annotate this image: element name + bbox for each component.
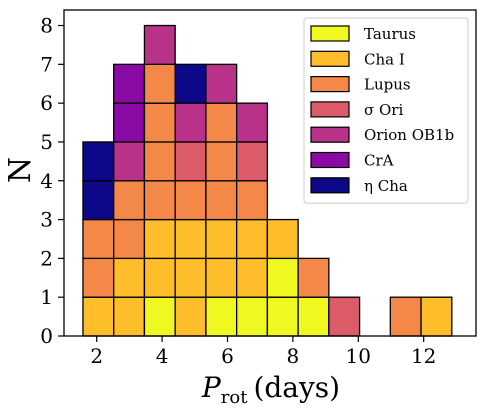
bar-segment-σ-ori-bin8 [328,296,361,337]
bar-segment-cha-i-bin1 [113,257,146,298]
bar-segment-cha-i-bin11 [420,296,453,337]
y-axis-label: N [3,157,38,183]
bar-segment-lupus-bin1 [113,218,146,260]
bar-segment-cha-i-bin2 [143,257,176,298]
bar-segment-taurus-bin6 [266,296,299,337]
legend: Taurus Cha I Lupus σ Ori Orion OB1b CrA η Cha [303,17,469,204]
bar-segment-cha-i-bin3 [174,257,207,298]
bar-segment-cha-i-bin2 [143,218,176,260]
bar-segment-cha-i-bin1 [113,296,146,337]
bar-segment-cha-i-bin4 [205,218,238,260]
x-tick-label: 2 [90,344,103,368]
bar-segment-taurus-bin2 [143,296,176,337]
bar-segment-cra-bin1 [113,102,146,143]
bar-segment-lupus-bin7 [297,257,330,298]
bar-segment-lupus-bin2 [143,180,176,221]
x-axis-label-main: P [201,371,222,404]
bar-segment-lupus-bin0 [82,257,115,298]
legend-label: Lupus [364,76,411,94]
y-tick-label: 8 [40,14,53,38]
bar-segment-cha-i-bin5 [235,218,269,260]
bar-segment-cha-i-bin3 [174,296,207,337]
legend-swatch [310,75,350,93]
bar-segment-σ-ori-bin3 [174,141,207,182]
bar-segment-orion-ob1b-bin4 [205,63,238,104]
x-tick-label: 8 [287,344,300,368]
legend-swatch [310,25,350,42]
y-tick-label: 7 [40,52,53,76]
x-tick-label: 4 [156,344,169,368]
x-tick-label: 12 [411,344,436,368]
legend-swatch [310,151,350,169]
bar-segment-lupus-bin0 [82,218,115,260]
bar-segment-orion-ob1b-bin1 [113,141,146,182]
bar-segment-lupus-bin1 [113,180,146,221]
bar-layer [82,24,453,337]
legend-label: CrA [364,152,394,170]
legend-swatch [310,101,350,118]
bar-segment-orion-ob1b-bin3 [174,102,207,143]
legend-label: Cha I [364,50,405,68]
bar-segment-lupus-bin3 [174,180,207,221]
y-tick-label: 1 [40,285,53,309]
y-tick-label: 6 [40,91,53,115]
bar-segment-cha-i-bin5 [235,257,269,298]
bar-segment-taurus-bin5 [235,296,269,337]
legend-swatch [310,126,350,143]
y-tick-label: 5 [40,130,53,154]
plot-frame [63,9,477,337]
bar-segment-taurus-bin6 [266,257,299,298]
bar-segment-lupus-bin2 [143,102,176,143]
bar-segment-lupus-bin2 [143,63,176,104]
bar-segment-cha-i-bin4 [205,257,238,298]
bar-segment-lupus-bin4 [205,180,238,221]
bar-segment-lupus-bin10 [389,296,422,337]
bar-segment-lupus-bin5 [235,180,269,221]
bar-segment-η-cha-bin0 [82,141,115,182]
legend-label: Taurus [364,25,416,43]
bar-segment-cha-i-bin0 [82,296,115,337]
y-tick-label: 3 [40,208,53,232]
bar-segment-lupus-bin4 [205,102,238,143]
legend-swatch [310,50,350,67]
bar-segment-η-cha-bin3 [174,63,207,104]
legend-label: Orion OB1b [364,126,454,144]
y-tick-label: 2 [40,246,53,270]
bar-segment-σ-ori-bin5 [235,141,269,182]
y-tick-label: 0 [40,324,53,348]
y-tick-label: 4 [40,169,53,193]
bar-segment-lupus-bin2 [143,141,176,182]
legend-swatch [310,177,350,194]
legend-label: η Cha [364,177,408,195]
bar-segment-taurus-bin4 [205,296,238,337]
x-tick-label: 10 [346,344,371,368]
bar-segment-η-cha-bin0 [82,180,115,221]
bar-segment-lupus-bin4 [205,141,238,182]
x-axis-label-unit: (days) [253,371,340,404]
bar-segment-cha-i-bin3 [174,218,207,260]
legend-label: σ Ori [364,101,403,119]
bar-segment-orion-ob1b-bin5 [235,102,269,143]
bar-segment-taurus-bin7 [297,296,330,337]
x-tick-label: 6 [221,344,234,368]
bar-segment-cha-i-bin6 [266,218,299,260]
bar-segment-cra-bin1 [113,63,146,104]
x-axis-label-sub: rot [221,387,248,408]
bar-segment-orion-ob1b-bin2 [143,24,176,65]
x-axis-label: Prot (days) [201,371,340,408]
